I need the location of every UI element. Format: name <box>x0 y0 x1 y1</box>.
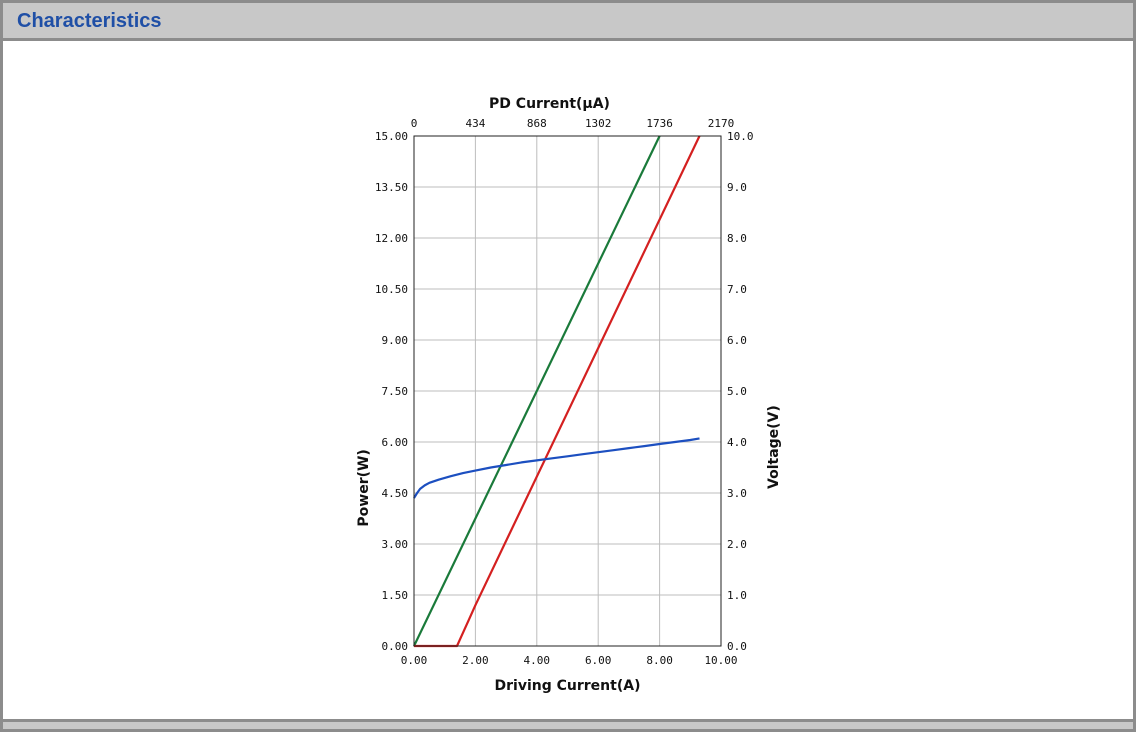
grid-lines <box>414 136 721 646</box>
y2-tick-label: 10.0 <box>727 130 754 143</box>
x2-tick-label: 1302 <box>585 117 612 130</box>
y-tick-label: 13.50 <box>375 181 408 194</box>
x-axis-title: Driving Current(A) <box>495 678 641 694</box>
y-tick-label: 15.00 <box>375 130 408 143</box>
y-tick-label: 3.00 <box>382 538 409 551</box>
tick-labels: 0.00 2.00 4.00 6.00 8.00 10.00 0 434 868 1302 1736… <box>375 117 754 667</box>
y-tick-label: 12.00 <box>375 232 408 245</box>
y-tick-label: 7.50 <box>382 385 409 398</box>
y2-axis-title: Voltage(V) <box>766 405 782 489</box>
y2-tick-label: 9.0 <box>727 181 747 194</box>
y-tick-label: 6.00 <box>382 436 409 449</box>
y-axis-title: Power(W) <box>356 449 372 526</box>
series-line-0 <box>413 135 661 647</box>
x-tick-label: 0.00 <box>401 654 428 667</box>
x-tick-label: 10.00 <box>704 654 737 667</box>
x2-tick-label: 2170 <box>708 117 735 130</box>
x-tick-label: 8.00 <box>646 654 673 667</box>
x-tick-label: 4.00 <box>524 654 551 667</box>
y2-tick-label: 6.0 <box>727 334 747 347</box>
panel-title: Characteristics <box>17 10 162 32</box>
x-tick-label: 2.00 <box>462 654 489 667</box>
y2-tick-label: 1.0 <box>727 589 747 602</box>
y-tick-label: 1.50 <box>382 589 409 602</box>
y-tick-label: 10.50 <box>375 283 408 296</box>
y2-tick-label: 0.0 <box>727 640 747 653</box>
x-tick-label: 6.00 <box>585 654 612 667</box>
x2-tick-label: 434 <box>465 117 485 130</box>
plot-frame <box>413 135 722 647</box>
y2-tick-label: 4.0 <box>727 436 747 449</box>
panel-footer <box>3 719 1133 729</box>
y-tick-label: 9.00 <box>382 334 409 347</box>
y-tick-label: 0.00 <box>382 640 409 653</box>
y2-tick-label: 5.0 <box>727 385 747 398</box>
panel-header: Characteristics <box>3 3 1133 41</box>
y2-tick-label: 3.0 <box>727 487 747 500</box>
x2-tick-label: 868 <box>527 117 547 130</box>
y-tick-label: 4.50 <box>382 487 409 500</box>
y2-tick-label: 2.0 <box>727 538 747 551</box>
x2-axis-title: PD Current(μA) <box>489 96 610 112</box>
series-line-2 <box>413 437 700 499</box>
y2-tick-label: 7.0 <box>727 283 747 296</box>
x2-tick-label: 0 <box>411 117 418 130</box>
y2-tick-label: 8.0 <box>727 232 747 245</box>
x2-tick-label: 1736 <box>646 117 673 130</box>
